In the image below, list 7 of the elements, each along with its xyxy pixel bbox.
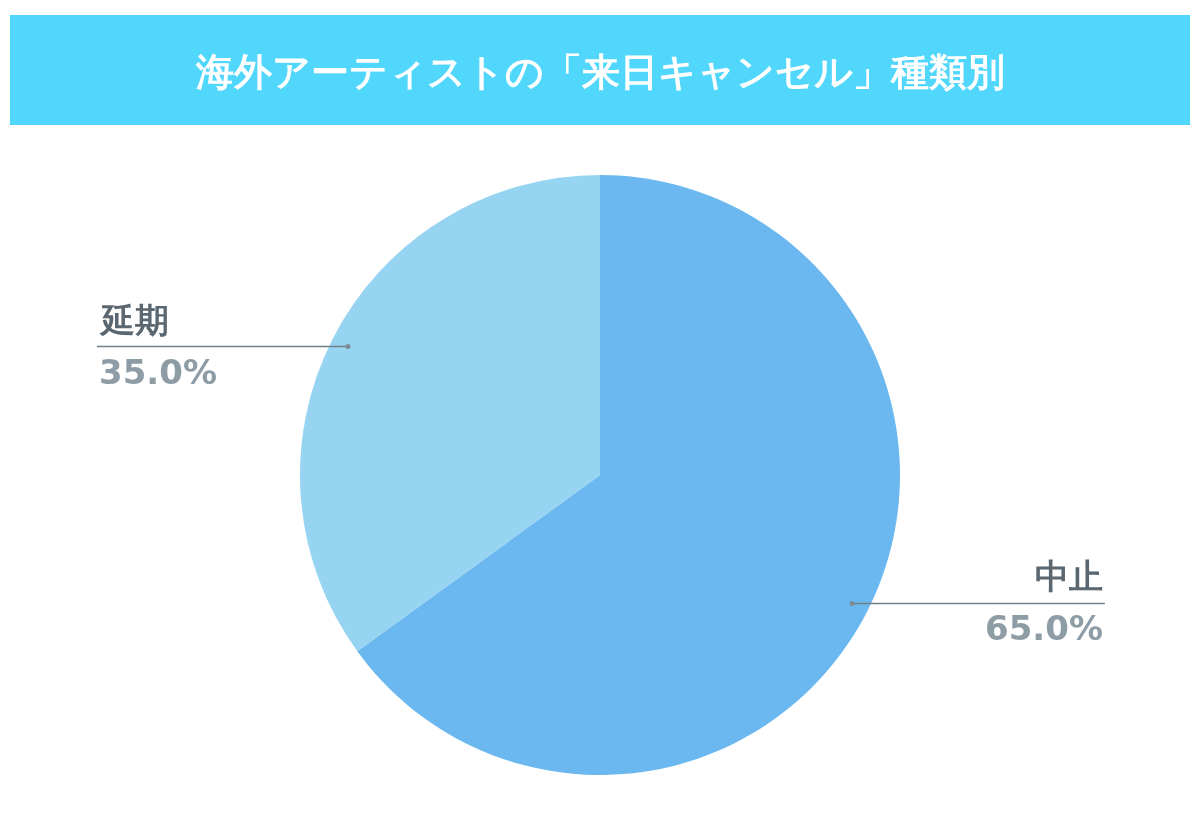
slice-label: 延期: [99, 300, 169, 340]
pie-slice: [300, 175, 600, 652]
chart-title: 海外アーティストの「来日キャンセル」種類別: [194, 50, 1005, 95]
slice-label: 中止: [1035, 556, 1103, 596]
pie-slice: [357, 175, 900, 775]
data-label: 35.0%: [99, 352, 217, 392]
data-label: 65.0%: [985, 608, 1103, 648]
